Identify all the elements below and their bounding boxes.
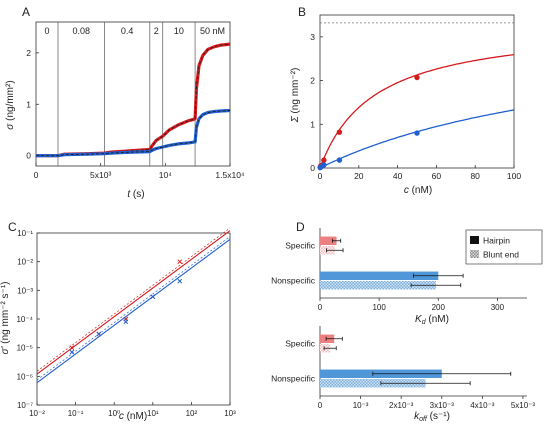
legend-swatch-hairpin [470,236,479,244]
panel-c-xtick-label: 10⁻¹ [68,409,84,418]
panel-d1-xtick-label: 100 [372,303,386,312]
panel-d1-xlabel: Kd (nM) [415,314,449,326]
panel-d2-category-label: Specific [285,339,316,349]
panel-label-a: A [22,5,30,19]
panel-c-point-blue [96,331,102,337]
panel-c-ytick-label: 10⁻⁷ [17,401,33,410]
panel-d1-xtick-label: 0 [318,303,323,312]
panel-c-fit-band-blue [36,236,231,381]
panel-c-xtick-label: 10⁻² [29,409,45,418]
panel-c-ytick-label: 10⁻³ [17,286,33,295]
panel-c-ylabel: σ' (ng mm⁻² s⁻¹) [0,282,11,355]
legend-label-blunt-end: Blunt end [483,250,519,260]
panel-a-stage-label: 50 nM [200,26,225,36]
legend-swatch-blunt-end [470,250,479,258]
panel-c-xtick-label: 10³ [224,409,236,418]
panel-b-fit-blue [319,109,515,169]
legend-label-hairpin: Hairpin [483,236,510,246]
panel-d2-category-label: Nonspecific [271,374,316,384]
panel-b-ytick-label: 3 [310,32,315,42]
panel-c-fit-band-red [36,227,231,372]
panel-b-point-blue [336,157,343,163]
panel-a-xlabel: t (s) [127,189,144,200]
panel-a-fit-red [36,43,231,157]
panel-b-ylabel: Σ (ng mm⁻²) [290,68,301,124]
panel-c-ytick-label: 10⁻¹ [17,229,33,238]
panel-c-point-blue [150,294,156,300]
panel-label-b: B [298,5,306,19]
panel-d1-xtick-label: 200 [432,303,446,312]
panel-b-xtick-label: 60 [432,171,442,181]
panel-b-ytick-label: 2 [310,76,315,86]
panel-c-ytick-label: 10⁻⁴ [16,315,33,324]
panel-c-xtick-label: 10⁰ [108,409,120,418]
panel-c-xtick-label: 10¹ [147,409,159,418]
panel-a-xtick-label: 1.5x10⁴ [215,170,245,180]
panel-c-point-blue [69,349,75,355]
panel-b-point-red [336,129,343,135]
panel-d1-bar-blunt-end [320,281,436,290]
panel-a-xtick-label: 10⁴ [159,170,172,180]
panel-c-ytick-label: 10⁻⁶ [17,372,33,381]
panel-a-stage-label: 0 [44,26,49,36]
panel-a-ytick-label: 1 [26,99,31,109]
panel-c-point-blue [123,319,129,325]
panel-c-point-red [177,259,183,265]
panel-d1-xtick-label: 300 [491,303,505,312]
panel-b-point-red [321,157,327,163]
panel-label-c: C [8,220,17,234]
panel-d2-bar-blunt-end [320,379,426,388]
panel-d1-bar-hairpin [320,271,439,280]
panel-a-ytick-label: 0 [26,151,31,161]
panel-b-frame [319,14,515,169]
panel-b-ytick-label: 0 [310,163,315,173]
panel-a-ylabel: σ (ng/mm²) [5,80,16,129]
panel-b-xtick-label: 0 [318,171,323,181]
panel-d2-xlabel: koff (s⁻¹) [414,411,450,423]
panel-a-stage-label: 10 [174,26,184,36]
panel-d1-bar-hairpin [320,236,337,245]
panel-b-xtick-label: 80 [470,171,480,181]
panel-a-series-red [36,42,231,158]
panel-c-frame [36,232,231,406]
panel-b-ytick-label: 1 [310,119,315,129]
panel-d1-category-label: Specific [285,241,316,251]
panel-d1-category-label: Nonspecific [271,276,316,286]
panel-b-point-red [414,74,420,81]
panel-label-d: D [296,220,305,234]
panel-a-stage-label: 2 [154,26,159,36]
panel-c-ytick-label: 10⁻² [17,258,33,267]
panel-c-point-blue [177,278,183,284]
panel-d-legend: Hairpin Blunt end [465,229,543,265]
panel-a-stage-label: 0.4 [121,26,134,36]
panel-c-xlabel: c (nM) [119,411,147,422]
panel-b-xtick-label: 40 [393,171,403,181]
panel-b-fit-red [319,53,515,169]
panel-a-xtick-label: 0 [34,170,39,180]
panel-b-point-blue [414,130,420,136]
panel-d2-xtick-label: 0 [318,401,323,410]
panel-a-ytick-label: 2 [26,48,31,58]
panel-c-ytick-label: 10⁻⁵ [17,344,33,353]
panel-b-xtick-label: 100 [507,171,521,181]
panel-c-xtick-label: 10² [186,409,198,418]
panel-d2-xtick-label: 4x10⁻³ [470,401,495,410]
panel-a-fit-blue [36,110,231,157]
panel-b-point-blue [321,162,327,168]
panel-c-fit-red [36,230,231,375]
panel-d2-xtick-label: 5x10⁻³ [511,401,536,410]
panel-a-frame [35,21,231,167]
panel-c-point-red [69,345,75,351]
panel-b-xtick-label: 20 [354,171,364,181]
panel-d2-xtick-label: 2x10⁻³ [389,401,414,410]
panel-a-stage-label: 0.08 [73,26,91,36]
panel-d2-xtick-label: 3x10⁻³ [430,401,455,410]
panel-d2-xtick-label: 10⁻³ [353,401,369,410]
panel-b-xlabel: c (nM) [404,185,432,196]
panel-a-xtick-label: 5x10³ [90,170,111,180]
panel-c-fit-blue [36,238,231,384]
